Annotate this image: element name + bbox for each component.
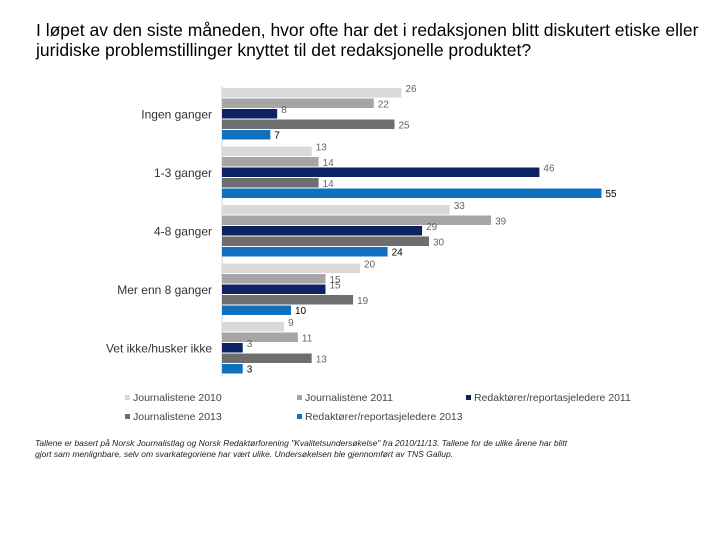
category-labels: Ingen ganger 1-3 ganger 4-8 ganger Mer enn …	[106, 107, 212, 355]
data-label: 46	[543, 164, 555, 175]
data-label: 9	[288, 318, 294, 329]
category-label: Mer enn 8 ganger	[117, 283, 212, 297]
data-label: 29	[426, 222, 438, 233]
legend-item: Journalistene 2013	[125, 411, 222, 423]
legend-label: Journalistene 2010	[133, 392, 222, 404]
bar	[222, 322, 285, 332]
data-label: 22	[378, 100, 390, 111]
legend-label: Journalistene 2011	[305, 392, 393, 404]
category-label: 1-3 ganger	[154, 166, 212, 180]
bar-chart: Ingen ganger 1-3 ganger 4-8 ganger Mer enn …	[106, 84, 631, 423]
data-label: 26	[405, 84, 417, 95]
legend-label: Redaktører/reportasjeledere 2011	[474, 392, 631, 404]
legend-swatch	[466, 395, 471, 400]
chart-title: I løpet av den siste måneden, hvor ofte …	[36, 20, 699, 60]
bar	[222, 353, 312, 363]
bar	[222, 130, 271, 140]
bar	[222, 274, 326, 284]
bar	[222, 178, 319, 188]
bar	[222, 188, 602, 198]
data-label: 11	[302, 334, 313, 345]
data-label: 3	[247, 339, 253, 350]
legend-item: Redaktører/reportasjeledere 2013	[297, 411, 463, 423]
bar	[222, 167, 540, 177]
bar	[222, 98, 374, 108]
bar	[222, 364, 243, 374]
legend-label: Journalistene 2013	[133, 411, 222, 423]
data-label: 15	[330, 281, 342, 292]
legend-swatch	[297, 414, 302, 419]
data-label: 14	[323, 158, 335, 169]
data-label: 15	[330, 275, 342, 286]
legend-item: Redaktører/reportasjeledere 2011	[466, 392, 631, 404]
bar	[222, 157, 319, 167]
data-label: 19	[357, 296, 369, 307]
data-label: 13	[316, 143, 328, 154]
bar	[222, 247, 388, 257]
bar	[222, 88, 402, 98]
bar	[222, 343, 243, 353]
category-label: Vet ikke/husker ikke	[106, 341, 212, 355]
legend-swatch	[125, 414, 130, 419]
legend-item: Journalistene 2010	[125, 392, 222, 404]
bar	[222, 332, 298, 342]
data-label: 39	[495, 217, 507, 228]
data-label: 10	[295, 306, 307, 317]
bar-series	[222, 88, 602, 374]
bar	[222, 215, 492, 225]
legend-swatch	[125, 395, 130, 400]
bar	[222, 236, 429, 246]
data-label: 24	[392, 248, 404, 259]
legend-swatch	[297, 395, 302, 400]
bar	[222, 146, 312, 156]
category-label: 4-8 ganger	[154, 224, 212, 238]
data-label: 20	[364, 260, 376, 271]
source-footnote: Tallene er basert på Norsk Journalistlag…	[35, 438, 568, 459]
bar	[222, 226, 423, 236]
bar	[222, 295, 354, 305]
data-label: 55	[606, 189, 618, 200]
data-label: 30	[433, 238, 445, 249]
bar	[222, 284, 326, 294]
bar	[222, 305, 291, 315]
data-label: 33	[454, 201, 466, 212]
data-label: 8	[281, 105, 287, 116]
bar	[222, 263, 360, 273]
legend-item: Journalistene 2011	[297, 392, 393, 404]
data-label: 3	[247, 365, 253, 376]
data-label: 14	[323, 179, 335, 190]
legend: Journalistene 2010 Journalistene 2011 Reda…	[125, 392, 631, 423]
bar	[222, 205, 450, 215]
legend-label: Redaktører/reportasjeledere 2013	[305, 411, 463, 423]
bar	[222, 109, 278, 119]
data-label: 25	[399, 121, 411, 132]
bar	[222, 119, 395, 129]
data-label: 7	[274, 131, 280, 142]
category-label: Ingen ganger	[141, 107, 212, 121]
data-label: 13	[316, 355, 328, 366]
